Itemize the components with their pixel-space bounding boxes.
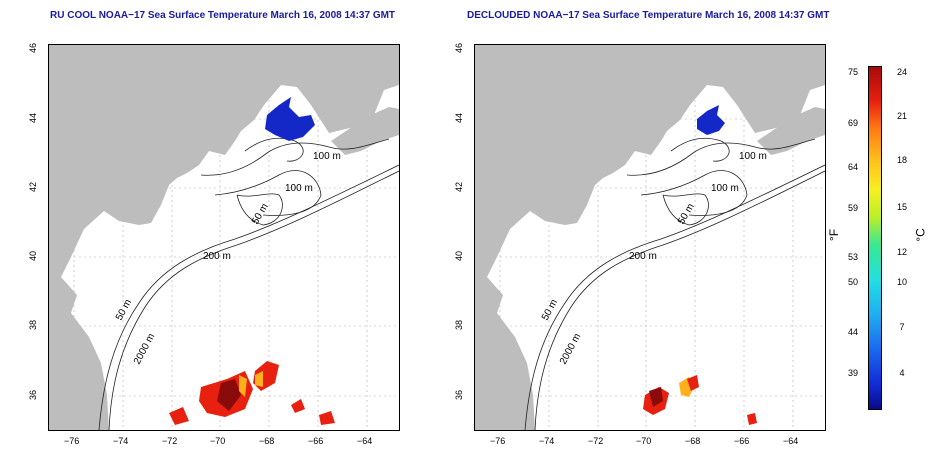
gulf-stream-warm-patches: [643, 375, 757, 425]
contour-label: 50 m: [676, 202, 697, 227]
gulf-of-maine-cold-patch: [265, 97, 315, 141]
contour-label: 2000 m: [558, 332, 583, 367]
lon-tick: −74: [539, 436, 555, 446]
contour-label: 100 m: [739, 151, 767, 162]
right-map-canvas: 100 m 100 m 50 m 200 m 50 m 2000 m: [475, 45, 825, 430]
lon-tick: −66: [308, 436, 324, 446]
colorbar-f-tick: 39: [847, 368, 858, 378]
right-map-title: DECLOUDED NOAA−17 Sea Surface Temperatur…: [467, 10, 830, 21]
right-sst-map[interactable]: 100 m 100 m 50 m 200 m 50 m 2000 m: [474, 44, 826, 431]
lat-tick: 46: [454, 42, 465, 54]
lon-tick: −72: [588, 436, 604, 446]
lon-tick: −66: [734, 436, 750, 446]
left-map-title: RU COOL NOAA−17 Sea Surface Temperature …: [50, 10, 396, 21]
temperature-colorbar: [868, 66, 882, 410]
left-sst-map[interactable]: 100 m 100 m 50 m 200 m 50 m 2000 m: [48, 44, 400, 431]
lat-tick: 40: [454, 250, 465, 262]
lon-tick: −72: [162, 436, 178, 446]
contour-label: 200 m: [629, 251, 657, 262]
lon-tick: −74: [113, 436, 129, 446]
lat-tick: 36: [454, 389, 465, 401]
lon-tick: −64: [783, 436, 799, 446]
bathymetry-contours: [524, 137, 825, 430]
land-mass: [475, 45, 825, 430]
colorbar-f-tick: 69: [847, 118, 858, 128]
lat-tick: 40: [28, 250, 39, 262]
colorbar-unit-celsius: °C: [913, 228, 928, 242]
lat-tick: 38: [454, 319, 465, 331]
lon-tick: −76: [64, 436, 80, 446]
colorbar-c-tick: 15: [896, 202, 907, 212]
left-map-canvas: 100 m 100 m 50 m 200 m 50 m 2000 m: [49, 45, 399, 430]
lon-tick: −64: [357, 436, 373, 446]
contour-label: 200 m: [203, 251, 231, 262]
lat-tick: 42: [28, 181, 39, 193]
lat-tick: 36: [28, 389, 39, 401]
nova-scotia: [331, 107, 399, 155]
lat-tick: 44: [454, 112, 465, 124]
colorbar-c-tick: 4: [899, 368, 905, 378]
colorbar-c-tick: 10: [896, 277, 907, 287]
bathymetry-contours: [98, 137, 399, 430]
lon-tick: −70: [636, 436, 652, 446]
colorbar-f-tick: 59: [847, 203, 858, 213]
land-mass: [49, 45, 399, 430]
colorbar-c-tick: 21: [896, 111, 907, 121]
contour-label: 50 m: [250, 202, 271, 227]
colorbar-f-tick: 64: [847, 162, 858, 172]
colorbar-f-tick: 53: [847, 252, 858, 262]
colorbar-unit-fahrenheit: °F: [827, 228, 842, 242]
lat-tick: 46: [28, 42, 39, 54]
contour-label: 100 m: [285, 183, 313, 194]
colorbar-f-tick: 75: [847, 67, 858, 77]
gulf-of-maine-cold-patch: [697, 105, 725, 135]
contour-label: 100 m: [313, 151, 341, 162]
lon-tick: −76: [490, 436, 506, 446]
lat-tick: 44: [28, 112, 39, 124]
colorbar-c-tick: 12: [896, 247, 907, 257]
colorbar-c-tick: 7: [899, 322, 905, 332]
lon-tick: −68: [685, 436, 701, 446]
nova-scotia: [757, 107, 825, 155]
contour-label: 50 m: [540, 298, 560, 323]
lat-tick: 38: [28, 319, 39, 331]
gulf-stream-warm-patches: [169, 361, 335, 425]
contour-label: 2000 m: [132, 332, 157, 367]
lon-tick: −68: [259, 436, 275, 446]
colorbar-c-tick: 24: [896, 67, 907, 77]
colorbar-f-tick: 50: [847, 277, 858, 287]
colorbar-c-tick: 18: [896, 155, 907, 165]
colorbar-f-tick: 44: [847, 327, 858, 337]
lat-tick: 42: [454, 181, 465, 193]
contour-label: 100 m: [711, 183, 739, 194]
contour-label: 50 m: [114, 298, 134, 323]
lon-tick: −70: [210, 436, 226, 446]
